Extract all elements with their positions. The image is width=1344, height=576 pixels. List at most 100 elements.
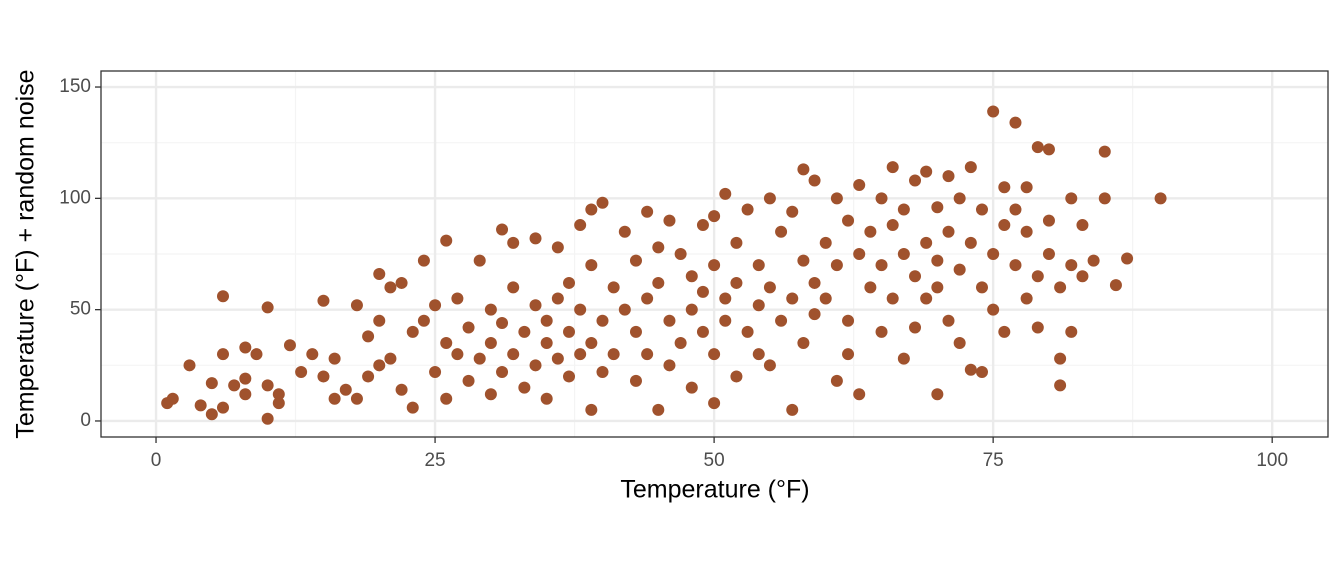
point bbox=[585, 203, 598, 216]
point bbox=[663, 359, 676, 372]
point bbox=[875, 325, 888, 338]
point bbox=[540, 392, 553, 405]
point bbox=[830, 192, 843, 205]
point bbox=[596, 314, 609, 327]
point bbox=[596, 365, 609, 378]
point bbox=[875, 259, 888, 272]
point bbox=[987, 105, 1000, 118]
point bbox=[842, 348, 855, 361]
point bbox=[507, 236, 520, 249]
point bbox=[574, 348, 587, 361]
points bbox=[161, 105, 1167, 425]
point bbox=[830, 374, 843, 387]
x-tick-label: 25 bbox=[424, 450, 445, 471]
point bbox=[1121, 252, 1134, 265]
point bbox=[350, 299, 363, 312]
point bbox=[1009, 259, 1022, 272]
point bbox=[618, 303, 631, 316]
point bbox=[864, 281, 877, 294]
point bbox=[842, 214, 855, 227]
point bbox=[406, 325, 419, 338]
point bbox=[998, 181, 1011, 194]
point bbox=[261, 379, 274, 392]
point bbox=[406, 401, 419, 414]
point bbox=[1054, 352, 1067, 365]
point bbox=[920, 236, 933, 249]
point bbox=[272, 388, 285, 401]
point bbox=[674, 337, 687, 350]
point bbox=[484, 388, 497, 401]
point bbox=[585, 259, 598, 272]
point bbox=[975, 203, 988, 216]
point bbox=[652, 241, 665, 254]
point bbox=[641, 205, 654, 218]
point bbox=[909, 321, 922, 334]
point bbox=[1065, 259, 1078, 272]
point bbox=[484, 337, 497, 350]
point bbox=[931, 254, 944, 267]
point bbox=[362, 330, 375, 343]
point bbox=[953, 263, 966, 276]
point bbox=[205, 377, 218, 390]
point bbox=[496, 365, 509, 378]
point bbox=[987, 248, 1000, 260]
point bbox=[194, 399, 207, 412]
point bbox=[496, 317, 509, 330]
point bbox=[205, 408, 218, 421]
point bbox=[886, 292, 899, 305]
point bbox=[897, 352, 910, 365]
point bbox=[1076, 219, 1089, 232]
point bbox=[875, 192, 888, 205]
point bbox=[975, 365, 988, 378]
point bbox=[674, 248, 687, 260]
point bbox=[272, 397, 285, 410]
point bbox=[864, 225, 877, 238]
point bbox=[518, 325, 531, 338]
point bbox=[417, 254, 430, 267]
point bbox=[484, 303, 497, 316]
point bbox=[853, 248, 866, 260]
point bbox=[752, 299, 765, 312]
y-tick-label: 50 bbox=[70, 299, 91, 320]
point bbox=[763, 359, 776, 372]
point bbox=[652, 403, 665, 416]
point bbox=[306, 348, 319, 361]
point bbox=[1020, 181, 1033, 194]
point bbox=[1020, 292, 1033, 305]
point bbox=[507, 348, 520, 361]
point bbox=[730, 276, 743, 289]
point bbox=[451, 348, 464, 361]
point bbox=[763, 192, 776, 205]
point bbox=[853, 178, 866, 191]
point bbox=[853, 388, 866, 401]
point bbox=[987, 303, 1000, 316]
x-tick-label: 75 bbox=[983, 450, 1004, 471]
point bbox=[663, 214, 676, 227]
point bbox=[529, 232, 542, 245]
point bbox=[1109, 279, 1122, 292]
point bbox=[775, 314, 788, 327]
point bbox=[239, 372, 252, 385]
point bbox=[909, 270, 922, 283]
point bbox=[462, 374, 475, 387]
point bbox=[708, 210, 721, 223]
point bbox=[250, 348, 263, 361]
point bbox=[886, 161, 899, 174]
point bbox=[685, 303, 698, 316]
y-axis-title: Temperature (°F) + random noise bbox=[12, 69, 40, 438]
point bbox=[1098, 145, 1111, 158]
point bbox=[830, 259, 843, 272]
point bbox=[964, 236, 977, 249]
point bbox=[964, 363, 977, 376]
point bbox=[1042, 143, 1055, 156]
point bbox=[808, 174, 821, 187]
point bbox=[216, 401, 229, 414]
point bbox=[373, 314, 386, 327]
point bbox=[507, 281, 520, 294]
point bbox=[1054, 281, 1067, 294]
point bbox=[540, 314, 553, 327]
point bbox=[1020, 225, 1033, 238]
point bbox=[629, 325, 642, 338]
point bbox=[328, 352, 341, 365]
